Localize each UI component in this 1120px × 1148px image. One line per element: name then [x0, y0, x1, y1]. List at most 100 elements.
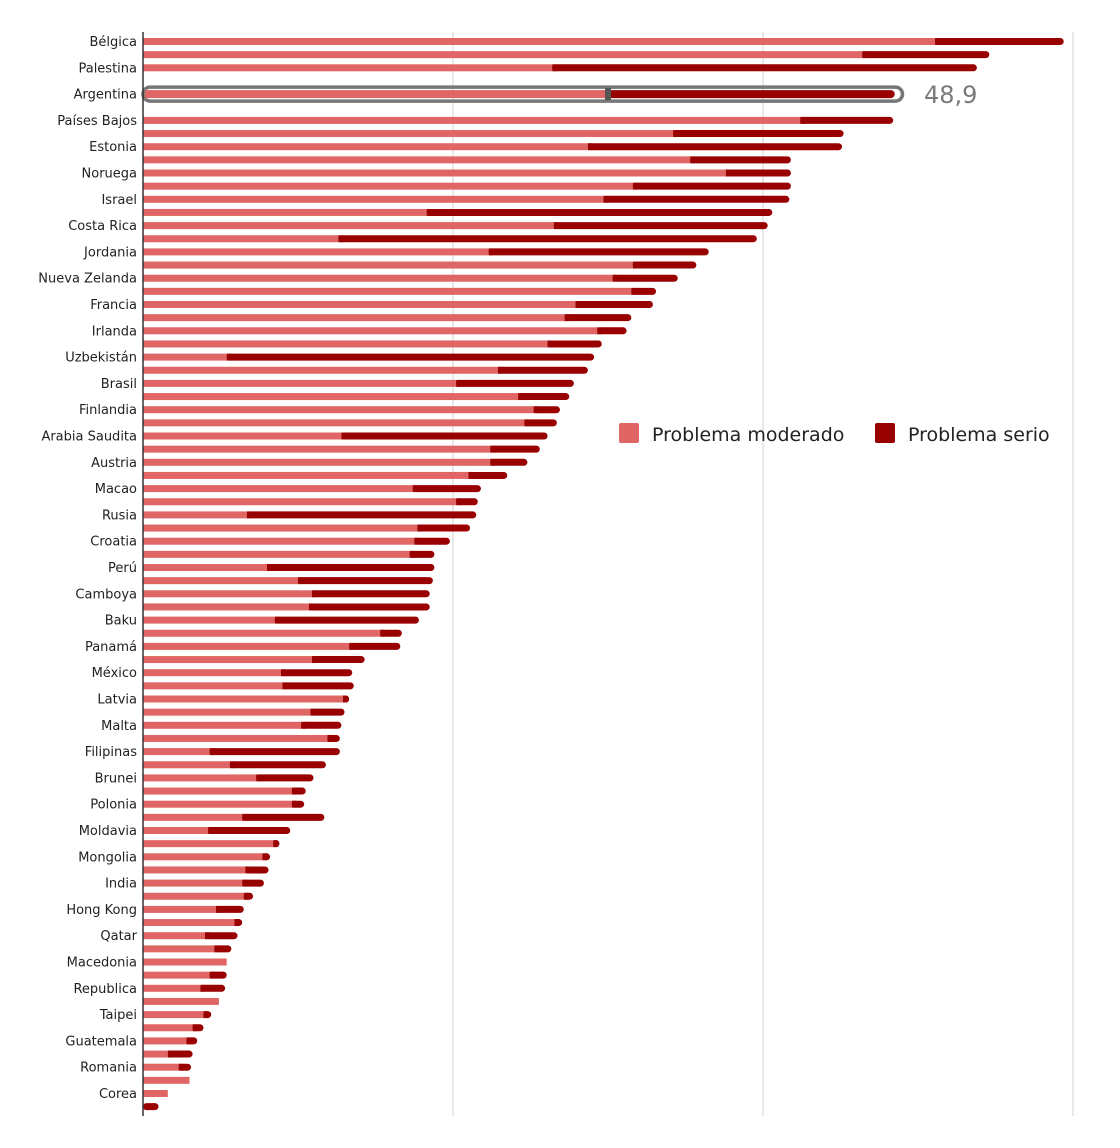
bar-serio	[167, 1050, 193, 1058]
bar-serio-join	[380, 629, 385, 637]
bar-moderado-highlight	[145, 90, 610, 99]
bar-moderado	[143, 590, 312, 598]
bar-moderado	[143, 984, 201, 992]
bar-moderado	[143, 1011, 204, 1019]
bar-serio	[205, 932, 238, 940]
bar-moderado	[143, 997, 219, 1005]
bar-serio-join	[327, 734, 332, 742]
bar-serio	[200, 984, 226, 992]
bar-serio	[587, 143, 843, 151]
bar-moderado	[143, 971, 210, 979]
bar-serio-join	[597, 327, 602, 335]
bar-moderado	[143, 261, 633, 269]
bar-moderado	[143, 827, 209, 834]
category-label: Filipinas	[85, 745, 137, 760]
bar-moderado	[143, 800, 292, 808]
bar-moderado	[143, 208, 427, 216]
category-label: Taipei	[99, 1008, 137, 1023]
bar-moderado	[143, 787, 292, 795]
bar-serio	[497, 366, 588, 374]
bar-serio	[673, 130, 844, 138]
category-label: Jordania	[83, 245, 137, 260]
bar-moderado	[143, 695, 343, 703]
bar-serio	[412, 485, 481, 493]
legend-label-serio: Problema serio	[908, 424, 1050, 446]
category-label: Francia	[90, 298, 137, 313]
bar-serio-join	[208, 827, 213, 834]
bar-serio-join	[547, 340, 552, 348]
category-label: Polonia	[90, 798, 137, 813]
bar-serio-join	[725, 169, 730, 177]
bar-serio	[524, 419, 557, 427]
bar-serio	[632, 182, 791, 190]
bar-moderado	[143, 748, 210, 756]
category-label: Republica	[73, 982, 137, 997]
bar-moderado	[143, 445, 491, 453]
bar-moderado	[143, 905, 216, 913]
bar-serio	[349, 642, 401, 650]
bar-serio	[553, 222, 768, 230]
category-label: Panamá	[85, 640, 137, 655]
bar-moderado	[143, 1063, 179, 1071]
bar-serio	[380, 629, 402, 637]
bar-serio	[632, 261, 697, 269]
bar-serio-join	[308, 603, 313, 611]
category-label: Irlanda	[92, 324, 137, 339]
category-label: Corea	[99, 1087, 137, 1102]
bar-serio	[338, 235, 757, 243]
bar-moderado	[143, 498, 457, 506]
bar-serio-join	[518, 393, 523, 401]
bar-serio	[246, 511, 477, 519]
bar-serio	[214, 945, 232, 953]
bar-moderado	[143, 366, 498, 374]
category-label: Bélgica	[89, 35, 137, 50]
bar-serio-join	[301, 721, 306, 729]
category-label: Romania	[80, 1061, 137, 1076]
bar-moderado	[143, 287, 632, 295]
bar-serio-join	[338, 235, 343, 243]
bar-serio-join	[552, 64, 557, 72]
bar-serio-join	[274, 616, 279, 624]
bar-serio-join	[564, 314, 569, 322]
bar-moderado	[143, 550, 410, 558]
bar-moderado	[143, 1024, 193, 1032]
bar-serio	[209, 748, 340, 756]
bar-moderado	[143, 945, 215, 953]
bar-serio-join	[603, 195, 608, 203]
bar-moderado	[143, 182, 633, 190]
bar-serio-join	[203, 1011, 208, 1019]
bar-moderado	[143, 419, 525, 427]
bar-serio-join	[311, 656, 316, 664]
bar-serio	[488, 248, 709, 256]
category-label: Rusia	[102, 508, 137, 523]
bar-serio-join	[214, 945, 219, 953]
bar-moderado	[143, 721, 302, 729]
bar-serio	[267, 564, 435, 571]
bar-moderado	[143, 642, 350, 650]
bar-serio	[280, 669, 353, 677]
category-label: Brasil	[101, 377, 137, 392]
bar-moderado	[143, 471, 469, 479]
category-label: India	[105, 877, 137, 892]
category-label: México	[92, 666, 137, 681]
bar-serio-join	[311, 590, 316, 598]
bar-serio-join	[575, 301, 580, 308]
bar-moderado	[143, 774, 257, 782]
bar-serio	[341, 432, 548, 440]
bar-serio-join	[524, 419, 529, 427]
bar-serio	[409, 550, 435, 558]
bar-moderado	[143, 669, 281, 677]
bar-moderado	[143, 51, 863, 59]
bar-serio-join	[497, 366, 502, 374]
bar-serio-join	[632, 182, 637, 190]
bars	[141, 38, 1064, 1111]
bar-serio-join	[456, 379, 461, 387]
bar-serio	[935, 38, 1064, 45]
bar-serio-join	[553, 222, 558, 230]
bar-moderado	[143, 616, 275, 624]
category-label: Estonia	[89, 140, 137, 155]
bar-serio	[215, 905, 244, 913]
bar-serio	[298, 577, 433, 585]
bar-serio-join	[631, 287, 636, 295]
grid-lines	[452, 32, 1074, 1116]
